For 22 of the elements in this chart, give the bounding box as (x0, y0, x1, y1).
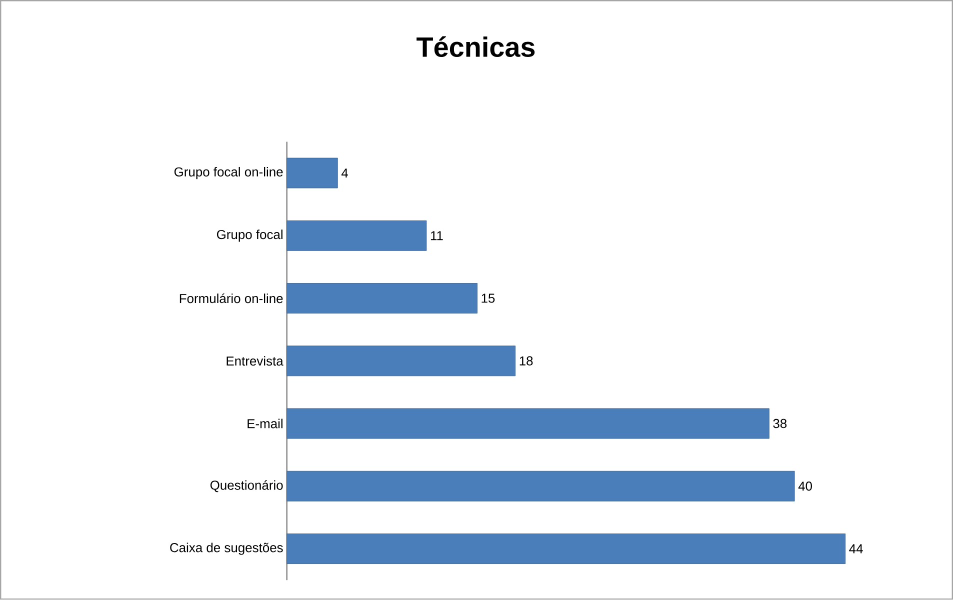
data-label: 15 (482, 294, 495, 303)
chart-title: Técnicas (416, 36, 535, 58)
data-label: 18 (520, 356, 533, 366)
y-tick-label: Grupo focal on-line (174, 167, 283, 180)
data-label: 11 (430, 231, 443, 240)
bar (286, 158, 338, 188)
y-tick-label: Formulário on-line (180, 294, 283, 304)
y-tick-label: Grupo focal (216, 230, 282, 242)
y-tick-label: Caixa de sugestões (170, 542, 283, 555)
bar (286, 346, 516, 376)
bar (286, 283, 478, 314)
data-label: 44 (849, 544, 863, 554)
y-tick-label: Entrevista (226, 356, 284, 366)
bar (286, 471, 795, 502)
bar (286, 534, 846, 564)
y-tick-label: E-mail (248, 418, 282, 428)
y-tick-label: Questionário (210, 480, 283, 492)
data-label: 40 (798, 482, 812, 491)
data-label: 38 (773, 419, 787, 428)
bar (286, 220, 427, 252)
bar (286, 408, 770, 439)
data-label: 4 (341, 168, 348, 178)
